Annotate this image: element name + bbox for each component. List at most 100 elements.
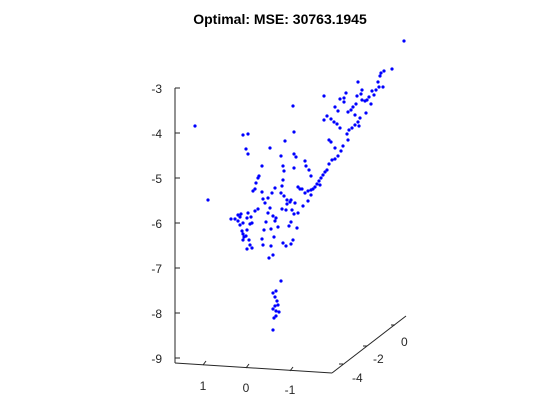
scatter-point	[281, 164, 285, 168]
scatter-point	[193, 124, 197, 128]
scatter-point	[359, 92, 363, 96]
side-tick-label: 0	[401, 335, 408, 349]
scatter-point	[304, 164, 308, 168]
scatter-point	[239, 212, 243, 216]
scatter-point	[306, 199, 310, 203]
scatter-point	[266, 196, 270, 200]
z-tick-label: -6	[151, 217, 162, 231]
scatter-point	[382, 69, 386, 73]
front-tick-label: 0	[243, 381, 250, 395]
scatter-point	[272, 235, 276, 239]
scatter-point	[329, 140, 333, 144]
front-tick-mark	[245, 363, 250, 369]
scatter-point	[360, 98, 364, 102]
z-tick-label: -9	[151, 352, 162, 366]
scatter-point	[338, 126, 342, 130]
z-tick-label: -3	[151, 82, 162, 96]
scatter-point	[281, 178, 285, 182]
scatter-point	[279, 279, 283, 283]
scatter-point	[327, 162, 331, 166]
scatter-point	[253, 187, 257, 191]
scatter-point	[267, 256, 271, 260]
scatter-point	[253, 209, 257, 213]
scatter-point	[370, 89, 374, 93]
scatter-point	[248, 222, 252, 226]
scatter-point	[276, 303, 280, 307]
scatter-point	[356, 80, 360, 84]
scatter-point	[333, 105, 337, 109]
scatter-point	[289, 242, 293, 246]
scatter-point	[241, 232, 245, 236]
scatter-point	[282, 169, 286, 173]
scatter-point	[251, 189, 255, 193]
scatter-point	[241, 133, 245, 137]
scatter-point	[294, 155, 298, 159]
scatter-point	[245, 247, 249, 251]
scatter-point	[322, 94, 326, 98]
scatter-point	[336, 109, 340, 113]
scatter-point	[377, 85, 381, 89]
scatter-point	[270, 191, 274, 195]
scatter-point	[379, 71, 383, 75]
scatter-point	[309, 188, 313, 192]
scatter-point	[238, 215, 242, 219]
scatter-point	[325, 114, 329, 118]
scatter-point	[291, 238, 295, 242]
scatter-point	[330, 158, 334, 162]
scatter-point	[273, 304, 277, 308]
scatter-point	[364, 111, 368, 115]
scatter-point	[296, 185, 300, 189]
scatter-point	[321, 173, 325, 177]
scatter-point	[246, 211, 250, 215]
scatter-point	[274, 289, 278, 293]
scatter-point	[319, 176, 323, 180]
scatter-point	[276, 225, 280, 229]
scatter-point	[263, 201, 267, 205]
scatter-point	[317, 179, 321, 183]
scatter-point	[261, 197, 265, 201]
scatter-point	[281, 241, 285, 245]
z-tick-label: -4	[151, 127, 162, 141]
scatter-point	[247, 238, 251, 242]
scatter-point	[275, 299, 279, 303]
scatter-point	[246, 132, 250, 136]
scatter-point	[345, 132, 349, 136]
scatter-point	[236, 213, 240, 217]
scatter-point	[295, 226, 299, 230]
scatter-point	[284, 208, 288, 212]
chart-title: Optimal: MSE: 30763.1945	[193, 11, 367, 27]
scatter-point	[402, 39, 406, 43]
scatter-point	[333, 146, 337, 150]
scatter-point	[250, 246, 254, 250]
scatter-point	[292, 212, 296, 216]
front-tick-label: 1	[200, 379, 207, 393]
scatter-point	[336, 154, 340, 158]
scatter-point	[240, 229, 244, 233]
scatter-point	[301, 204, 305, 208]
scatter-point	[280, 184, 284, 188]
scatter-point	[269, 244, 273, 248]
scatter-point	[325, 168, 329, 172]
scatter-point	[306, 189, 310, 193]
scatter-point	[303, 191, 307, 195]
scatter-point	[327, 138, 331, 142]
scatter-point	[346, 110, 350, 114]
scatter-point	[349, 108, 353, 112]
front-axis-ticks: 1 0 -1	[200, 379, 296, 397]
scatter-point	[292, 152, 296, 156]
scatter-point	[292, 130, 296, 134]
scatter-point	[293, 201, 297, 205]
front-tick-label: -1	[285, 383, 296, 397]
scatter-point	[272, 316, 276, 320]
scatter-point	[298, 187, 302, 191]
scatter-point	[279, 191, 283, 195]
scatter-point	[266, 211, 270, 215]
scatter-point	[282, 194, 286, 198]
scatter-point	[323, 170, 327, 174]
scatter-point	[271, 253, 275, 257]
scatter-point	[248, 243, 252, 247]
scatter-point	[290, 208, 294, 212]
scatter-point	[268, 206, 272, 210]
